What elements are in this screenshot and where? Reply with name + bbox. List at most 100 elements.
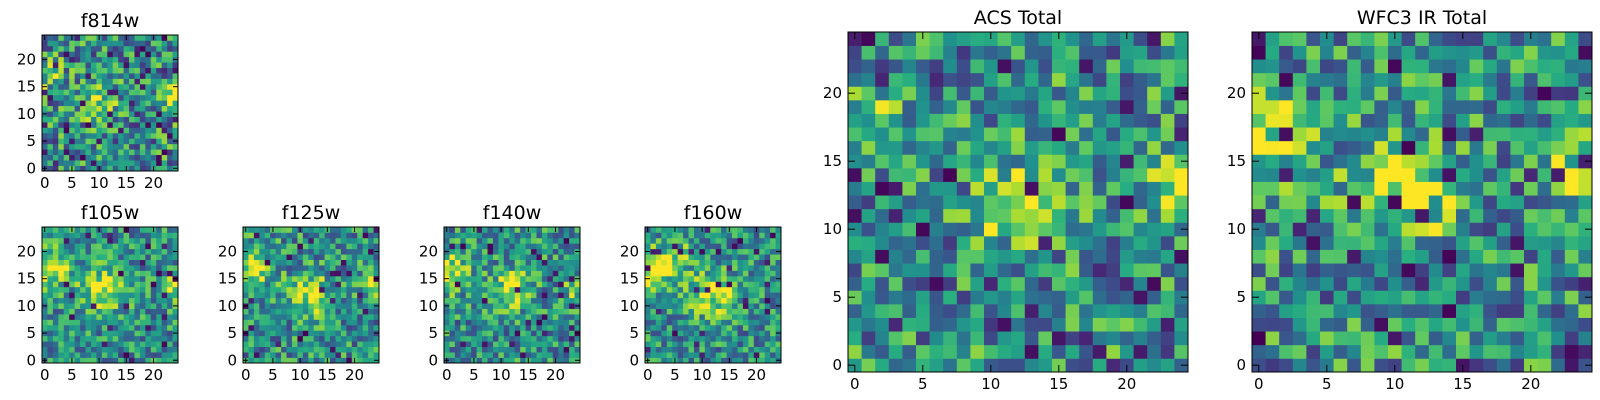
heatmap-cell	[101, 308, 108, 315]
heatmap-cell	[704, 308, 711, 315]
heatmap-cell	[167, 143, 173, 150]
heatmap-cell	[297, 297, 304, 304]
heatmap-cell	[150, 89, 157, 96]
heatmap-cell	[1578, 100, 1593, 114]
heatmap-cell	[172, 122, 179, 128]
heatmap-cell	[661, 248, 668, 255]
heatmap-cell	[672, 335, 678, 342]
heatmap-cell	[362, 243, 369, 250]
heatmap-cell	[558, 259, 565, 266]
heatmap-cell	[107, 357, 114, 364]
heatmap-cell	[1360, 249, 1375, 264]
heatmap-cell	[552, 248, 559, 255]
heatmap-cell	[732, 270, 738, 277]
heatmap-cell	[340, 254, 347, 260]
heatmap-cell	[970, 32, 985, 46]
heatmap-cell	[1292, 331, 1307, 346]
heatmap-cell	[368, 346, 374, 353]
heatmap-cell	[710, 297, 717, 304]
heatmap-cell	[710, 319, 717, 326]
heatmap-cell	[1524, 113, 1538, 128]
heatmap-cell	[129, 149, 135, 156]
heatmap-cell	[42, 154, 48, 161]
heatmap-cell	[1456, 222, 1470, 237]
heatmap-cell	[465, 297, 472, 304]
heatmap-cell	[1415, 86, 1430, 101]
heatmap-cell	[875, 208, 890, 223]
heatmap-cell	[351, 281, 358, 288]
heatmap-cell	[487, 341, 494, 348]
heatmap-cell	[997, 86, 1012, 101]
heatmap-cell	[1292, 181, 1307, 196]
heatmap-cell	[661, 275, 668, 282]
heatmap-cell	[541, 232, 548, 239]
heatmap-cell	[737, 341, 744, 348]
heatmap-cell	[547, 227, 554, 233]
heatmap-cell	[63, 51, 70, 58]
heatmap-cell	[460, 346, 467, 353]
heatmap-cell	[1401, 32, 1416, 46]
heatmap-cell	[471, 308, 477, 315]
heatmap-cell	[449, 319, 456, 326]
heatmap-cell	[558, 314, 565, 320]
heatmap-cell	[704, 324, 711, 331]
heatmap-cell	[683, 243, 689, 250]
heatmap-cell	[956, 32, 971, 46]
heatmap-cell	[101, 319, 108, 326]
heatmap-cell	[58, 132, 65, 139]
heatmap-cell	[699, 314, 706, 320]
heatmap-cell	[134, 324, 141, 331]
heatmap-cell	[248, 281, 255, 288]
heatmap-cell	[1024, 263, 1039, 278]
heatmap-cell	[902, 236, 917, 250]
heatmap-cell	[1079, 113, 1094, 128]
heatmap-cell	[156, 319, 163, 326]
heatmap-cell	[319, 297, 325, 304]
heatmap-cell	[1469, 72, 1484, 87]
heatmap-cell	[1106, 276, 1121, 291]
heatmap-cell	[145, 62, 152, 68]
heatmap-cell	[150, 51, 157, 58]
heatmap-cell	[1469, 127, 1484, 142]
heatmap-cell	[737, 303, 744, 309]
heatmap-cell	[509, 341, 516, 348]
heatmap-cell	[1306, 127, 1321, 142]
heatmap-cell	[319, 308, 325, 315]
heatmap-cell	[1279, 208, 1294, 223]
heatmap-cell	[1551, 72, 1566, 87]
heatmap-cell	[1388, 195, 1402, 210]
heatmap-cell	[1551, 276, 1566, 291]
heatmap-cell	[650, 308, 657, 315]
heatmap-cell	[861, 195, 876, 210]
heatmap-cell	[118, 62, 124, 68]
heatmap-cell	[69, 105, 75, 112]
heatmap-cell	[748, 232, 755, 239]
heatmap-cell	[161, 105, 168, 112]
heatmap-cell	[1564, 59, 1579, 74]
heatmap-cell	[1160, 195, 1175, 210]
heatmap-cell	[574, 292, 581, 299]
heatmap-cell	[319, 227, 325, 233]
heatmap-cell	[80, 89, 86, 96]
heatmap-cell	[96, 308, 103, 315]
heatmap-cell	[1011, 263, 1026, 278]
heatmap-cell	[90, 111, 97, 117]
heatmap-cell	[1401, 127, 1416, 142]
heatmap-cell	[85, 292, 92, 299]
heatmap-cell	[943, 72, 958, 87]
heatmap-cell	[956, 358, 971, 373]
heatmap-cell	[460, 281, 467, 288]
heatmap-cell	[563, 248, 570, 255]
heatmap-cell	[243, 335, 249, 342]
heatmap-cell	[1333, 32, 1348, 46]
heatmap-cell	[732, 248, 738, 255]
heatmap-cell	[107, 346, 114, 353]
heatmap-cell	[85, 357, 92, 364]
heatmap-cell	[1360, 72, 1375, 87]
heatmap-cell	[509, 227, 516, 233]
heatmap-cell	[80, 67, 86, 74]
heatmap-cell	[699, 330, 706, 337]
heatmap-cell	[677, 243, 684, 250]
heatmap-cell	[916, 59, 930, 74]
heatmap-cell	[764, 341, 771, 348]
